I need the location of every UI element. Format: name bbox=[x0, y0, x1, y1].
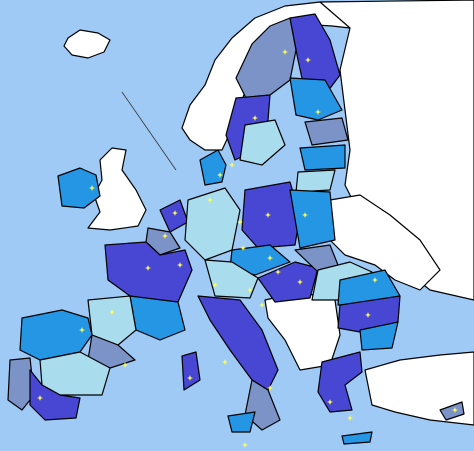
norway bbox=[181, 1, 351, 151]
capital-star bbox=[452, 407, 458, 413]
capital-star bbox=[162, 233, 168, 239]
capital-star bbox=[229, 162, 235, 168]
spain-north bbox=[19, 309, 93, 361]
bulgaria-south bbox=[359, 321, 399, 351]
ukraine-belarus bbox=[329, 194, 441, 291]
greece bbox=[317, 351, 363, 413]
capital-star bbox=[237, 219, 243, 225]
gotland-region bbox=[239, 119, 286, 166]
ireland bbox=[57, 167, 101, 209]
finland-north bbox=[289, 13, 341, 96]
capital-star bbox=[252, 115, 258, 121]
member-states bbox=[7, 13, 465, 445]
capital-star bbox=[365, 312, 371, 318]
capital-star bbox=[275, 269, 281, 275]
portugal bbox=[7, 357, 35, 411]
belgium bbox=[145, 227, 181, 256]
capital-star bbox=[217, 172, 223, 178]
capital-star bbox=[247, 287, 253, 293]
capital-star bbox=[89, 185, 95, 191]
capital-star bbox=[315, 109, 321, 115]
capital-star bbox=[267, 385, 273, 391]
turkey bbox=[364, 351, 474, 426]
non-member-land bbox=[63, 0, 474, 426]
capital-star bbox=[177, 262, 183, 268]
france-sw bbox=[87, 334, 136, 369]
capital-star bbox=[242, 442, 248, 448]
capital-star bbox=[79, 327, 85, 333]
poland-east bbox=[289, 189, 336, 249]
capital-star bbox=[187, 375, 193, 381]
capital-star bbox=[302, 212, 308, 218]
capital-star bbox=[122, 362, 128, 368]
capital-star bbox=[265, 212, 271, 218]
capital-star bbox=[222, 359, 228, 365]
spain-south bbox=[29, 369, 81, 421]
iceland bbox=[63, 29, 111, 59]
hungary bbox=[257, 261, 319, 303]
crete bbox=[341, 431, 373, 445]
capital-star bbox=[259, 302, 265, 308]
capital-star bbox=[109, 309, 115, 315]
capital-star bbox=[305, 57, 311, 63]
capital-star bbox=[37, 395, 43, 401]
capital-star bbox=[347, 415, 353, 421]
lithuania bbox=[295, 169, 336, 193]
france-west bbox=[87, 295, 137, 346]
capital-star bbox=[240, 245, 246, 251]
capital-star bbox=[145, 265, 151, 271]
estonia bbox=[304, 117, 349, 146]
finland-south bbox=[289, 77, 343, 121]
capital-star bbox=[267, 255, 273, 261]
latvia bbox=[299, 144, 346, 171]
leader-line bbox=[121, 91, 177, 171]
austria bbox=[204, 259, 259, 299]
sardinia bbox=[181, 351, 201, 391]
capital-star bbox=[372, 277, 378, 283]
france bbox=[104, 241, 193, 303]
cyprus bbox=[439, 401, 465, 421]
capital-star bbox=[212, 282, 218, 288]
capital-star bbox=[207, 197, 213, 203]
capital-star bbox=[327, 399, 333, 405]
capital-star bbox=[297, 279, 303, 285]
stars bbox=[37, 49, 458, 448]
capital-star bbox=[172, 210, 178, 216]
capital-star bbox=[282, 49, 288, 55]
sicily bbox=[227, 411, 256, 433]
